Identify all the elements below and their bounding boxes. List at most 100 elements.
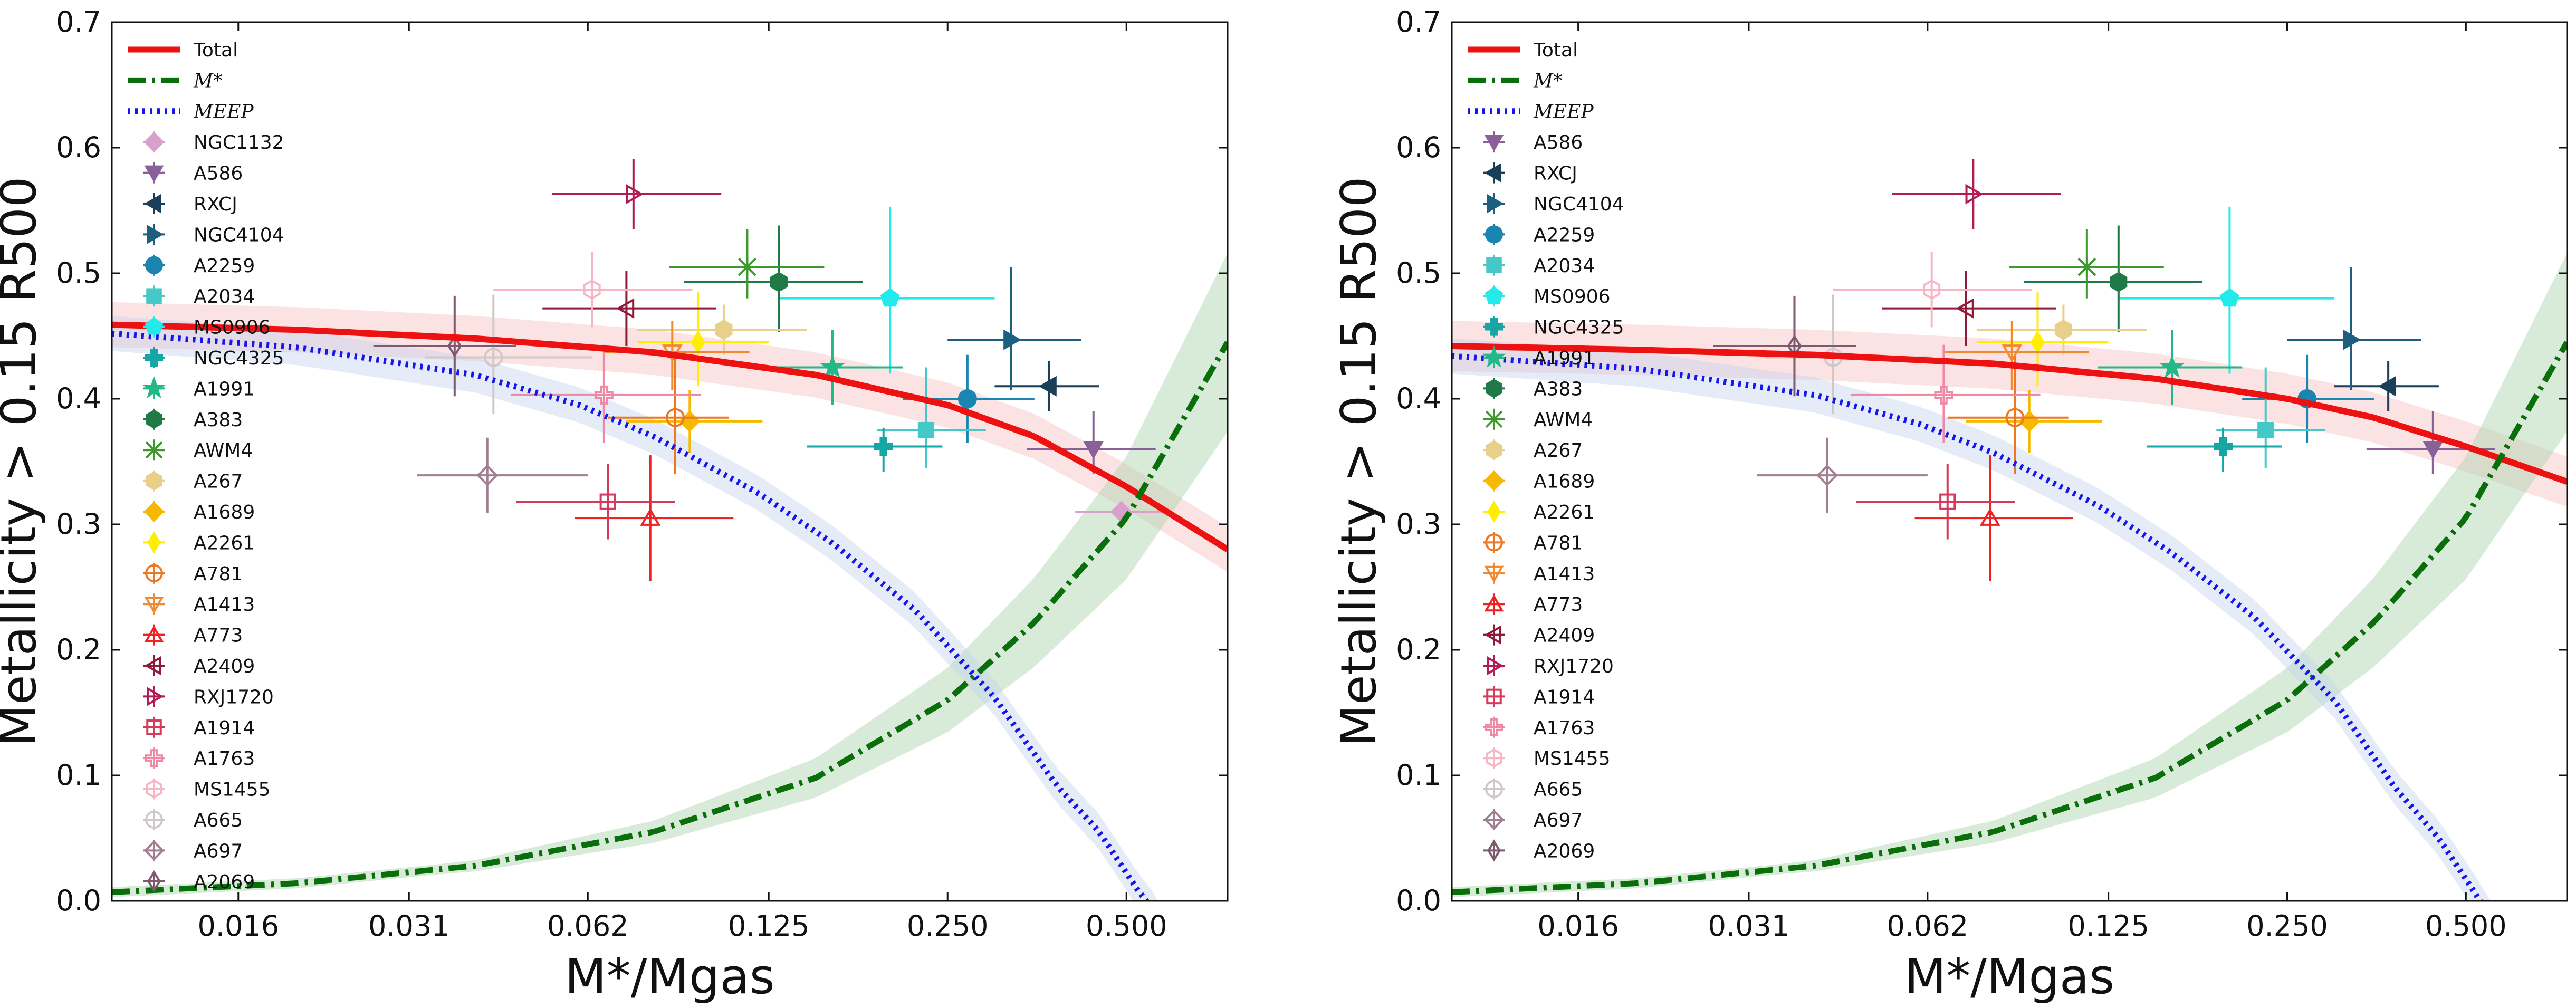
marker xyxy=(1486,440,1502,460)
legend-item: NGC4325 xyxy=(1483,316,1624,339)
marker xyxy=(626,184,644,205)
legend-label: A586 xyxy=(194,163,243,185)
x-tick-label: 0.031 xyxy=(1708,909,1790,943)
marker xyxy=(640,507,661,526)
marker xyxy=(143,501,165,522)
marker xyxy=(2343,329,2361,350)
legend-label: MS1455 xyxy=(194,779,271,801)
legend-item: A586 xyxy=(1483,131,1583,153)
legend-item: A2034 xyxy=(143,285,255,308)
point-a2069 xyxy=(373,295,516,397)
legend-label: A1689 xyxy=(1534,471,1595,493)
legend-label: MS0906 xyxy=(1534,286,1611,308)
legend-item: A1689 xyxy=(1483,470,1595,493)
legend-label: A1763 xyxy=(194,748,255,770)
marker xyxy=(147,686,164,706)
marker xyxy=(144,597,164,614)
marker xyxy=(1486,379,1502,398)
point-ms1455 xyxy=(493,252,693,328)
y-tick-label: 0.4 xyxy=(1396,382,1441,415)
y-tick-label: 0.7 xyxy=(56,5,101,39)
x-tick-label: 0.062 xyxy=(1887,909,1969,943)
legend-item: MS0906 xyxy=(143,316,271,339)
legend-label: A697 xyxy=(1534,810,1583,831)
marker xyxy=(599,493,616,510)
legend-item: MS1455 xyxy=(1483,747,1611,770)
marker xyxy=(144,194,161,214)
legend-item: A383 xyxy=(1483,378,1583,400)
point-a267 xyxy=(1976,304,2147,355)
y-tick-label: 0.6 xyxy=(1396,131,1441,164)
x-tick-label: 0.500 xyxy=(1086,909,1167,943)
legend-item: A1413 xyxy=(143,593,255,616)
y-axis-label: Metallicity > 0.15 R500 xyxy=(0,177,47,747)
point-ngc4325 xyxy=(807,427,943,472)
marker xyxy=(1484,565,1504,583)
marker xyxy=(144,656,161,676)
marker xyxy=(820,354,845,378)
legend-label: A773 xyxy=(194,625,243,647)
legend-label: A2409 xyxy=(194,656,255,677)
legend-item: A665 xyxy=(1483,778,1583,801)
marker xyxy=(147,870,161,892)
x-tick-label: 0.016 xyxy=(1537,909,1619,943)
curve-m* xyxy=(112,341,1228,895)
legend-label: NGC4104 xyxy=(1534,194,1624,215)
legend-label: Total xyxy=(193,40,238,61)
legend-label: NGC4325 xyxy=(194,348,284,369)
x-axis-label: M*/Mgas xyxy=(1904,948,2114,1005)
band-meep xyxy=(112,315,1158,901)
curve-meep xyxy=(112,330,1150,901)
marker xyxy=(1485,718,1503,736)
marker xyxy=(874,437,893,456)
legend-item: A1991 xyxy=(142,376,255,400)
marker xyxy=(665,408,685,427)
legend-item: A1991 xyxy=(1482,345,1595,369)
y-axis-label: Metallicity > 0.15 R500 xyxy=(1330,177,1387,747)
legend-label: MS1455 xyxy=(1534,748,1611,770)
legend-label: A2261 xyxy=(1534,502,1595,523)
marker xyxy=(1083,441,1104,459)
legend-item: NGC4325 xyxy=(143,347,284,369)
marker xyxy=(1484,163,1501,183)
point-ngc4325 xyxy=(2147,427,2282,472)
marker xyxy=(1038,376,1057,397)
legend-label: A1413 xyxy=(194,594,255,616)
legend-item: A773 xyxy=(143,624,243,647)
x-tick-label: 0.250 xyxy=(2246,909,2328,943)
marker xyxy=(146,779,162,799)
legend-item: AWM4 xyxy=(1483,408,1593,431)
marker xyxy=(1485,318,1503,336)
x-tick-label: 0.062 xyxy=(547,909,629,943)
legend-item: A697 xyxy=(143,840,243,862)
y-tick-label: 0.6 xyxy=(56,131,101,164)
y-tick-label: 0.3 xyxy=(1396,507,1441,541)
point-a2034 xyxy=(2216,367,2326,468)
marker xyxy=(145,440,163,460)
legend-item: MS1455 xyxy=(143,778,271,801)
marker xyxy=(2220,288,2239,307)
marker xyxy=(594,385,614,405)
marker xyxy=(2110,272,2128,292)
y-tick-label: 0.5 xyxy=(56,256,101,290)
marker xyxy=(2378,376,2396,397)
marker xyxy=(2005,408,2025,427)
marker xyxy=(145,256,163,274)
marker xyxy=(1483,809,1505,830)
x-tick-label: 0.125 xyxy=(728,909,810,943)
point-ms1455 xyxy=(1833,252,2033,328)
legend-label: NGC4325 xyxy=(1534,317,1624,339)
marker xyxy=(1003,329,1022,350)
legend-label: A2034 xyxy=(194,286,255,308)
legend-item: NGC4104 xyxy=(143,224,284,246)
legend-label: A665 xyxy=(1534,779,1583,801)
marker xyxy=(1486,257,1502,273)
marker xyxy=(1486,748,1502,768)
legend-label: A267 xyxy=(194,471,243,493)
legend-item: A1689 xyxy=(143,501,255,523)
x-tick-label: 0.125 xyxy=(2067,909,2149,943)
point-ms0906 xyxy=(2118,206,2334,374)
legend-label: A2069 xyxy=(1534,840,1595,862)
chart-panel-2: 0.016 0.031 0.062 0.125 0.250 0.500 0.0 0.1 0.2 0… xyxy=(1330,5,2568,1005)
